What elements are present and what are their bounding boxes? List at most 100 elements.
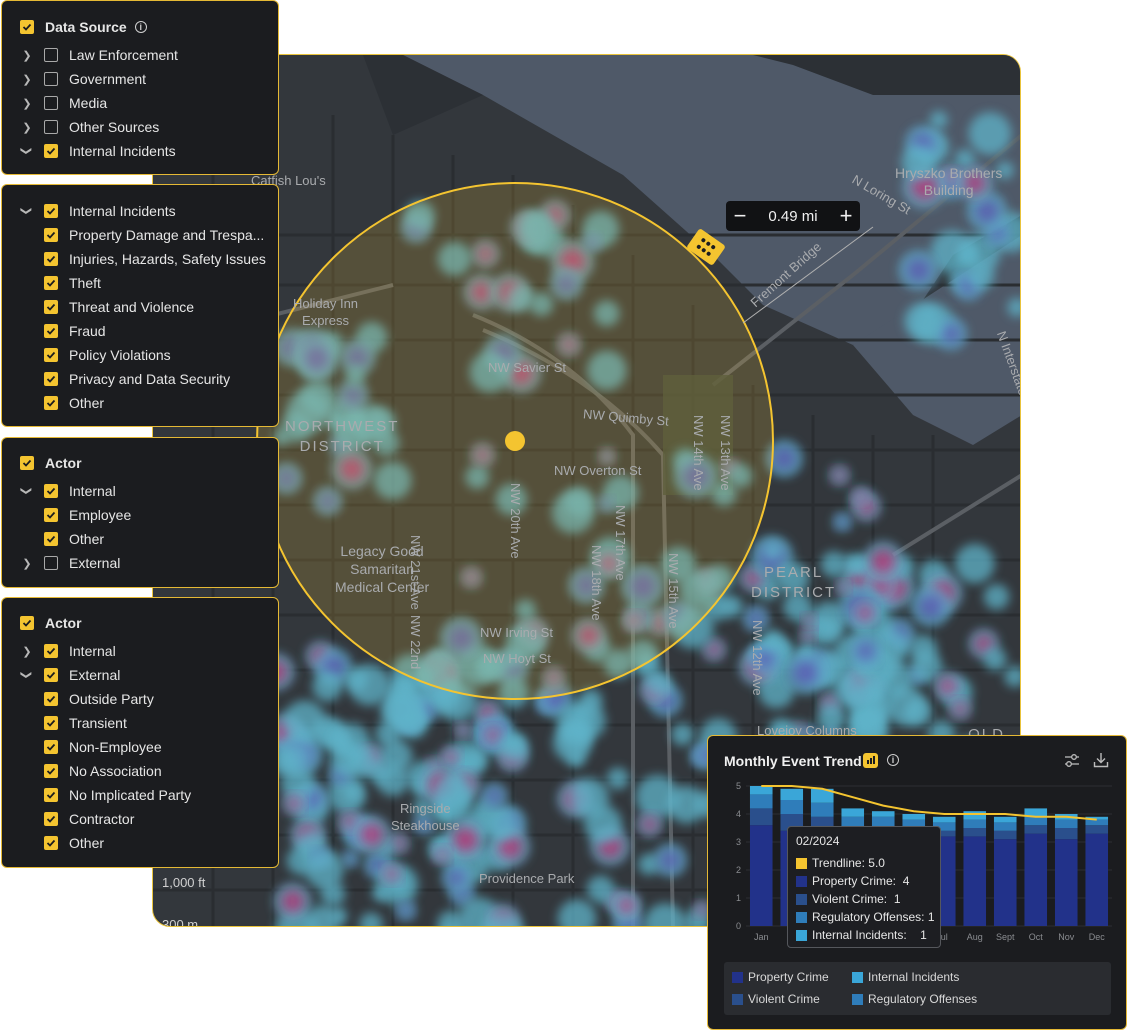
data-source-header[interactable]: Data Source i [20,16,147,38]
legend-item-violent-crime[interactable]: Violent Crime [732,992,820,1006]
chevron-right-icon[interactable]: ❯ [22,97,32,110]
checkbox-checked-icon[interactable] [44,764,58,778]
heat-hotspot [464,570,478,584]
actor-item[interactable]: Contractor [44,808,134,830]
legend-item-internal-incidents[interactable]: Internal Incidents [852,970,959,984]
incident-item[interactable]: Other [44,392,104,414]
actor-item[interactable]: Non-Employee [44,736,162,758]
bar-segment [963,811,987,820]
checkbox-checked-icon[interactable] [44,812,58,826]
actor-header[interactable]: Actor [20,612,82,634]
checkbox-checked-icon[interactable] [44,692,58,706]
legend-item-regulatory-offenses[interactable]: Regulatory Offenses [852,992,977,1006]
checkbox-checked-icon[interactable] [44,300,58,314]
checkbox-checked-icon[interactable] [44,716,58,730]
checkbox-unchecked-icon[interactable] [44,96,58,110]
actor-header[interactable]: Actor [20,452,82,474]
checkbox-checked-icon[interactable] [20,616,34,630]
item-label: Contractor [69,811,135,827]
data-source-item-other-sources[interactable]: ❯ Other Sources [20,116,159,138]
checkbox-checked-icon[interactable] [44,252,58,266]
checkbox-checked-icon[interactable] [44,228,58,242]
checkbox-unchecked-icon[interactable] [44,556,58,570]
chevron-down-icon[interactable]: ❯ [20,670,33,680]
plus-icon[interactable]: + [839,203,853,228]
checkbox-checked-icon[interactable] [44,788,58,802]
bar-segment [871,816,895,828]
checkbox-checked-icon[interactable] [44,508,58,522]
checkbox-checked-icon[interactable] [20,20,34,34]
legend-item-property-crime[interactable]: Property Crime [732,970,829,984]
actor-item-external[interactable]: ❯ External [20,552,120,574]
actor-item-external[interactable]: ❯ External [20,664,121,686]
actor-item-internal[interactable]: ❯ Internal [20,640,115,662]
heat-hotspot [939,677,957,696]
bar-segment [932,816,956,823]
chevron-right-icon[interactable]: ❯ [22,121,32,134]
checkbox-checked-icon[interactable] [20,456,34,470]
incident-item[interactable]: Threat and Violence [44,296,194,318]
incident-item[interactable]: Privacy and Data Security [44,368,230,390]
internal-incidents-header[interactable]: ❯ Internal Incidents [20,200,176,222]
heat-blob [967,263,995,290]
chart-title: Monthly Event Trend [724,753,862,769]
filter-sliders-icon[interactable] [1064,753,1080,774]
checkbox-checked-icon[interactable] [44,644,58,658]
info-icon[interactable]: i [134,21,147,33]
center-marker[interactable] [505,431,525,451]
street-nw-12th: NW 12th Ave [750,620,765,696]
checkbox-checked-icon[interactable] [44,396,58,410]
checkbox-checked-icon[interactable] [44,532,58,546]
checkbox-checked-icon[interactable] [44,348,58,362]
actor-item-employee[interactable]: Employee [44,504,131,526]
incident-item[interactable]: Injuries, Hazards, Safety Issues [44,248,266,270]
heat-blob [579,688,603,713]
data-source-item-media[interactable]: ❯ Media [20,92,107,114]
checkbox-checked-icon[interactable] [44,668,58,682]
bar-segment [902,819,926,828]
actor-item[interactable]: Transient [44,712,127,734]
heat-hotspot [963,172,986,194]
actor-item-other[interactable]: Other [44,528,104,550]
chevron-right-icon[interactable]: ❯ [22,49,32,62]
actor-item-internal[interactable]: ❯ Internal [20,480,116,502]
checkbox-checked-icon[interactable] [44,372,58,386]
checkbox-checked-icon[interactable] [44,204,58,218]
info-icon[interactable]: i [887,754,899,766]
chevron-down-icon[interactable]: ❯ [20,486,33,496]
minus-icon[interactable]: − [733,203,747,228]
incident-item[interactable]: Fraud [44,320,106,342]
actor-item[interactable]: Outside Party [44,688,154,710]
data-source-item-law-enforcement[interactable]: ❯ Law Enforcement [20,44,178,66]
radius-drag-handle[interactable] [686,228,726,266]
actor-item[interactable]: No Association [44,760,162,782]
checkbox-unchecked-icon[interactable] [44,48,58,62]
chevron-right-icon[interactable]: ❯ [22,557,32,570]
checkbox-unchecked-icon[interactable] [44,72,58,86]
checkbox-checked-icon[interactable] [44,276,58,290]
checkbox-checked-icon[interactable] [44,144,58,158]
checkbox-checked-icon[interactable] [44,836,58,850]
chevron-right-icon[interactable]: ❯ [22,73,32,86]
item-label: Theft [69,275,101,291]
incident-item[interactable]: Theft [44,272,101,294]
data-source-item-internal-incidents[interactable]: ❯ Internal Incidents [20,140,176,162]
checkbox-checked-icon[interactable] [44,484,58,498]
data-source-item-government[interactable]: ❯ Government [20,68,146,90]
heat-blob [331,732,354,754]
heat-hotspot [975,199,999,224]
actor-item[interactable]: No Implicated Party [44,784,191,806]
chevron-down-icon[interactable]: ❯ [20,146,33,156]
download-icon[interactable] [1093,752,1109,773]
checkbox-checked-icon[interactable] [44,740,58,754]
chevron-down-icon[interactable]: ❯ [20,206,33,216]
checkbox-unchecked-icon[interactable] [44,120,58,134]
actor-item[interactable]: Other [44,832,104,854]
incident-item[interactable]: Policy Violations [44,344,171,366]
chevron-right-icon[interactable]: ❯ [22,645,32,658]
heat-hotspot [773,447,796,470]
bar-segment [841,816,865,828]
incident-item[interactable]: Property Damage and Trespa... [44,224,264,246]
heat-hotspot [343,386,363,405]
checkbox-checked-icon[interactable] [44,324,58,338]
